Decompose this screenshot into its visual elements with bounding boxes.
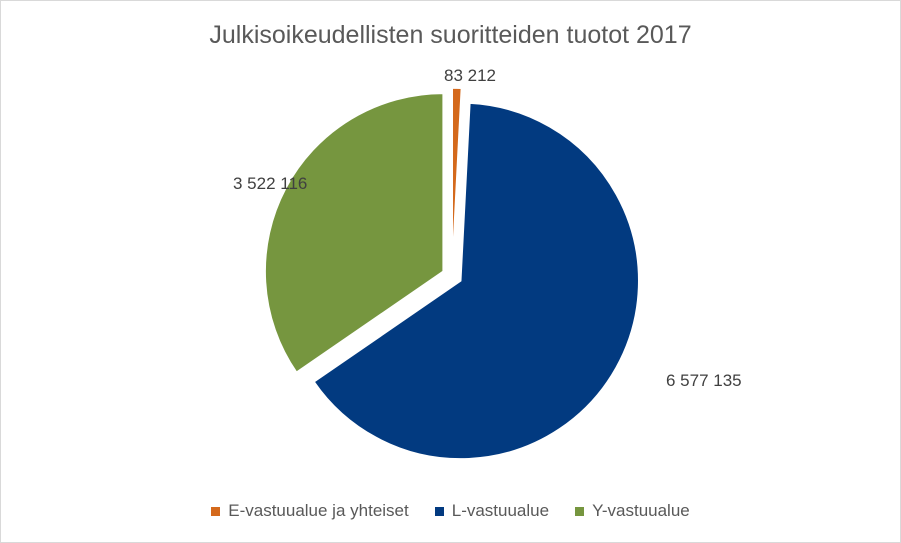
legend-swatch-y bbox=[575, 506, 585, 516]
pie-slices bbox=[264, 87, 640, 460]
legend-item-l: L-vastuualue bbox=[434, 501, 550, 521]
legend-label-y: Y-vastuualue bbox=[592, 501, 690, 520]
data-label-l: 6 577 135 bbox=[666, 371, 742, 390]
slice-y bbox=[264, 92, 444, 374]
data-label-y: 3 522 116 bbox=[233, 174, 307, 193]
legend: E-vastuualue ja yhteiset L-vastuualue Y-… bbox=[1, 501, 900, 521]
legend-item-y: Y-vastuualue bbox=[575, 501, 690, 521]
legend-swatch-l bbox=[434, 506, 444, 516]
chart-title: Julkisoikeudellisten suoritteiden tuotot… bbox=[209, 21, 692, 49]
legend-item-e: E-vastuualue ja yhteiset bbox=[211, 501, 409, 521]
slice-l bbox=[313, 102, 640, 460]
legend-label-e: E-vastuualue ja yhteiset bbox=[228, 501, 409, 520]
legend-label-l: L-vastuualue bbox=[451, 501, 550, 520]
legend-swatch-e bbox=[211, 506, 221, 516]
data-label-e: 83 212 bbox=[444, 66, 496, 85]
slice-e bbox=[451, 87, 463, 267]
data-labels: 83 212 6 577 135 3 522 116 bbox=[233, 66, 742, 390]
